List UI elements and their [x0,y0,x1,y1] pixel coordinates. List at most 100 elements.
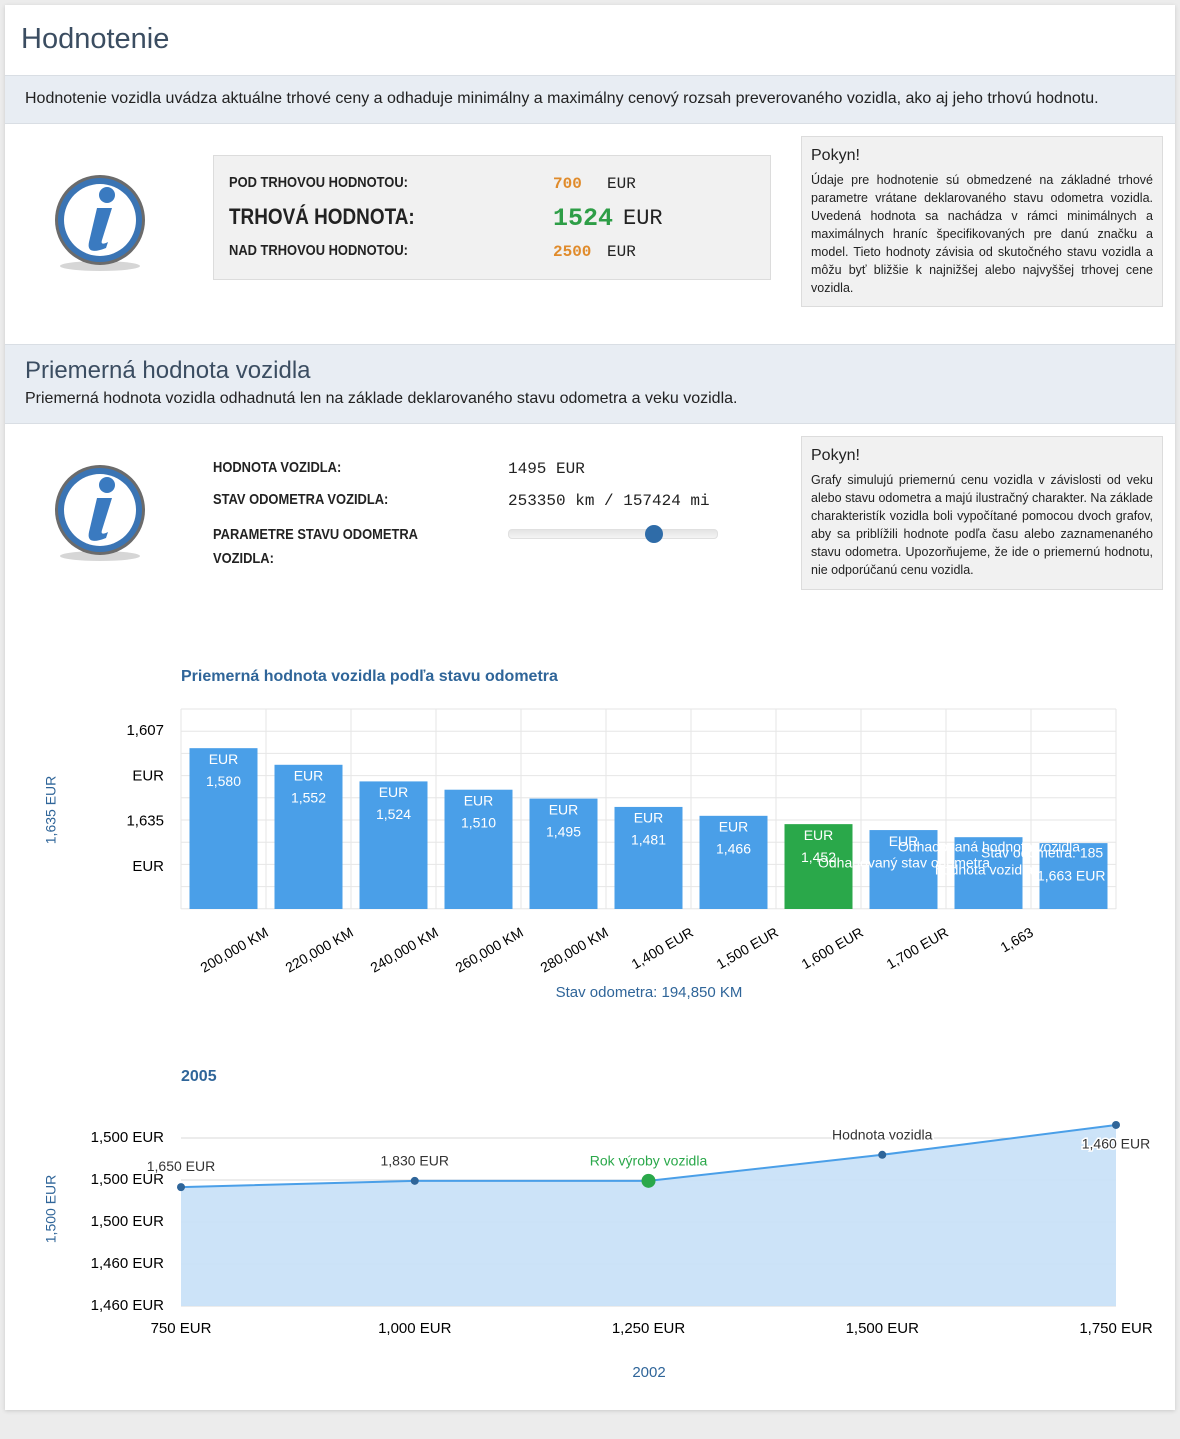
point-label: Rok výroby vozidla [590,1153,708,1169]
y-tick-label: 1,500 EUR [91,1171,165,1188]
point [177,1183,185,1192]
bar [869,830,938,909]
point [878,1150,887,1159]
bar-label: 1,481 [631,832,666,848]
bar-label-unit: EUR [634,810,664,826]
annotation: hodnota vozidla [935,862,1033,878]
icon-shadow [60,551,140,561]
info-icon [55,175,145,271]
bar-label: 1,510 [461,814,496,830]
icon-shadow [60,261,140,271]
note-title: Pokyn! [811,447,860,464]
slider-track[interactable] [508,529,718,539]
point-label: 1,650 EUR [147,1158,215,1174]
note: Pokyn! Údaje pre hodnotenie sú obmedzené… [801,136,1163,307]
bar [699,815,768,909]
bar-label-unit: EUR [209,751,239,767]
x-tick-label: 280,000 KM [537,924,610,976]
note-text: Údaje pre hodnotenie sú obmedzené na zák… [811,173,1153,295]
slider-knob[interactable] [645,525,663,543]
y-tick-label: 1,500 EUR [91,1129,165,1146]
valuation-label: TRHOVÁ HODNOTA: [229,204,415,229]
page-title: Hodnotenie [21,23,170,55]
x-tick-label: 1,000 EUR [378,1320,452,1337]
note-title: Pokyn! [811,147,860,164]
bar-label: 1,580 [206,773,241,789]
bar-label-unit: EUR [464,792,494,808]
x-axis-title: 2002 [632,1364,665,1381]
valuation-label: NAD TRHOVOU HODNOTOU: [229,242,408,259]
bar [529,798,598,909]
x-tick-label: 1,500 EUR [846,1320,920,1337]
area [181,1124,1116,1306]
bar-label: 1,524 [376,806,411,822]
icon-dot [99,477,115,493]
bar-label: 1,552 [291,789,326,805]
bar-label-unit: EUR [804,827,834,843]
row-value: 1495 EUR [508,460,585,478]
annotation: Odhadovaný stav odometra [818,855,990,871]
x-axis-title: Stav odometra: 194,850 KM [556,984,743,1001]
x-tick-label: 240,000 KM [367,924,440,976]
annotation: 1,663 EUR [1037,868,1105,884]
x-tick-label: 1,700 EUR [884,924,951,972]
x-tick-label: 1,663 [998,924,1037,955]
x-tick-label: 1,500 EUR [714,924,781,972]
note: Pokyn! Grafy simulujú priemernú cenu voz… [801,436,1163,590]
valuation-label: POD TRHOVOU HODNOTOU: [229,174,408,191]
point [1112,1120,1120,1129]
bar [274,764,343,909]
bar [444,789,513,909]
x-tick-label: 220,000 KM [282,924,355,976]
row-label: STAV ODOMETRA VOZIDLA: [213,491,389,508]
bar-label: 1,466 [716,841,751,857]
bar-label-unit: EUR [294,767,324,783]
intro-band: Hodnotenie vozidla uvádza aktuálne trhov… [5,75,1175,124]
annotation: Stav odometra: 185 [981,845,1103,861]
x-tick-label: 750 EUR [151,1320,212,1337]
valuation-value: 2500 [553,243,592,261]
x-tick-label: 1,250 EUR [612,1320,686,1337]
section-subtitle: Priemerná hodnota vozidla odhadnutá len … [25,390,738,407]
point-label: 1,830 EUR [381,1153,449,1169]
chart-title: Priemerná hodnota vozidla podľa stavu od… [181,668,558,685]
bar-label-unit: EUR [889,833,919,849]
section-title: Priemerná hodnota vozidla [25,357,311,384]
point-label: Hodnota vozidla [832,1127,933,1143]
currency: EUR [607,243,636,261]
y-tick-label: 1,500 EUR [91,1213,165,1230]
valuation-value: 1524 [553,204,614,233]
bar-label-unit: EUR [719,819,749,835]
bar [954,837,1023,909]
y-tick-label: 1,635 [126,813,164,830]
bar-label-unit: EUR [549,801,579,817]
bar [189,748,258,909]
point [641,1173,656,1188]
bar-label: 1,495 [546,823,581,839]
bar [359,781,428,909]
bar [614,806,683,909]
bar-label: 1,452 [801,849,836,865]
point [410,1176,419,1185]
y-tick-label: 1,460 EUR [91,1297,165,1314]
valuation-value: 700 [553,175,582,193]
note-text: Grafy simulujú priemernú cenu vozidla v … [811,473,1153,577]
annotation: Odhadovaná hodnota vozidla [898,839,1080,855]
currency: EUR [607,175,636,193]
section-band: Priemerná hodnota vozidla Priemerná hodn… [5,344,1175,424]
x-tick-label: 1,600 EUR [799,924,866,972]
valuation-box: POD TRHOVOU HODNOTOU: TRHOVÁ HODNOTA: NA… [213,155,771,280]
chart-title: 2005 [181,1068,217,1085]
y-tick-label: EUR [132,767,164,784]
x-tick-label: 200,000 KM [197,924,270,976]
row-label: PARAMETRE STAVU ODOMETRA VOZIDLA: [213,526,418,567]
point-label: 1,460 EUR [1082,1136,1150,1152]
icon-stem [88,208,112,251]
icon-dot [99,187,115,203]
x-tick-label: 260,000 KM [452,924,525,976]
icon-stem [88,498,112,541]
y-axis-title: 1,500 EUR [43,1175,59,1243]
currency: EUR [623,206,663,231]
row-value: 253350 km / 157424 mi [508,492,710,510]
